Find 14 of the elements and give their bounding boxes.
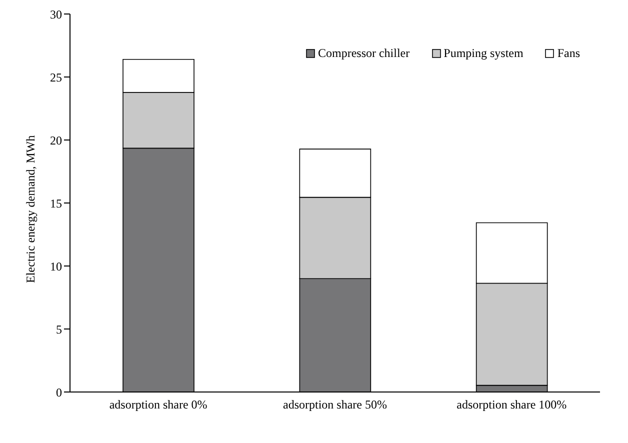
y-tick-label: 15	[50, 196, 62, 210]
y-tick-label: 20	[50, 133, 62, 148]
x-tick-label: adsorption share 100%	[456, 398, 567, 412]
legend-label: Compressor chiller	[316, 46, 410, 61]
y-tick-label: 25	[50, 70, 62, 84]
x-tick-label: adsorption share 50%	[283, 398, 387, 412]
legend-label: Pumping system	[442, 46, 524, 61]
y-tick-label: 30	[50, 7, 62, 22]
x-tick-label: adsorption share 0%	[109, 398, 208, 412]
y-tick-label: 10	[50, 259, 62, 274]
y-tick-label: 5	[56, 322, 62, 336]
y-axis-title: Electric energy demand, MWh	[23, 135, 38, 283]
legend-label: Fans	[556, 46, 580, 61]
y-tick-label: 0	[56, 385, 62, 400]
